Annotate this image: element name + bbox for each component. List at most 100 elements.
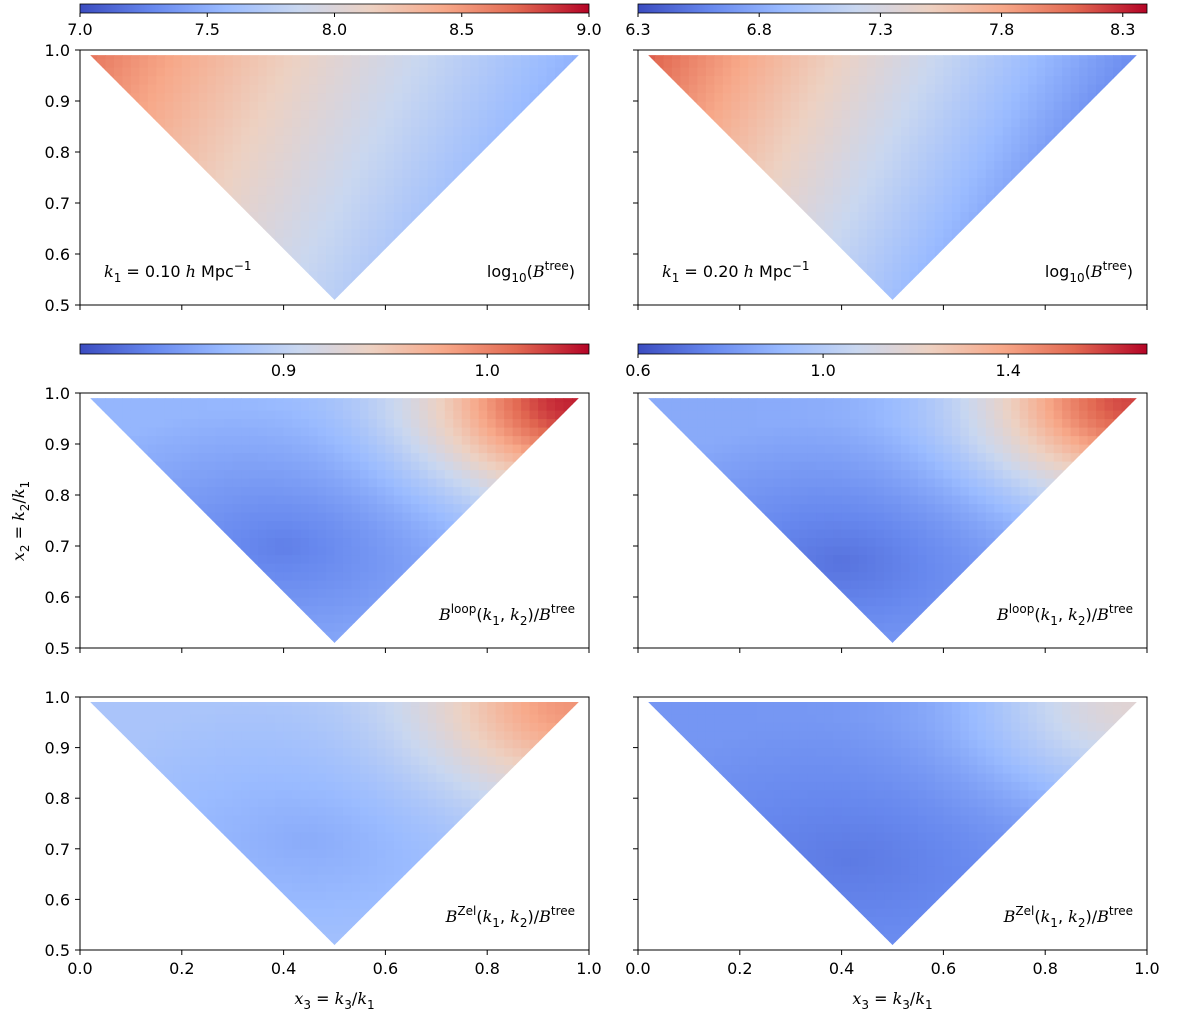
- heatmap-cell: [436, 546, 446, 556]
- heatmap-cell: [402, 563, 412, 573]
- heatmap-cell: [275, 563, 285, 573]
- heatmap-cell: [113, 495, 124, 505]
- heatmap-cell: [342, 529, 353, 539]
- heatmap-cell: [190, 478, 200, 488]
- heatmap-cell: [427, 211, 437, 221]
- heatmap-cell: [654, 220, 665, 230]
- heatmap-cell: [436, 254, 446, 264]
- heatmap-cell: [266, 101, 276, 111]
- heatmap-cell: [292, 55, 302, 60]
- heatmap-cell: [478, 101, 488, 111]
- heatmap-cell: [1096, 152, 1106, 162]
- heatmap-cell: [351, 55, 361, 60]
- heatmap-cell: [1019, 203, 1029, 213]
- heatmap-cell: [807, 101, 817, 111]
- heatmap-cell: [461, 271, 471, 281]
- heatmap-cell: [359, 571, 370, 581]
- heatmap-cell: [139, 563, 149, 573]
- heatmap-cell: [512, 228, 522, 238]
- heatmap-cell: [478, 135, 488, 145]
- heatmap-cell: [977, 177, 987, 187]
- heatmap-cell: [521, 160, 531, 170]
- heatmap-cell: [773, 118, 783, 128]
- heatmap-cell: [555, 279, 565, 289]
- heatmap-cell: [130, 461, 140, 471]
- heatmap-cell: [317, 418, 327, 428]
- heatmap-cell: [663, 55, 673, 60]
- heatmap-cell: [1130, 109, 1137, 119]
- heatmap-cell: [241, 211, 251, 221]
- heatmap-cell: [824, 271, 834, 281]
- heatmap-cell: [900, 118, 911, 128]
- heatmap-cell: [858, 203, 868, 213]
- heatmap-cell: [181, 622, 191, 632]
- heatmap-cell: [1053, 203, 1063, 213]
- heatmap-cell: [1045, 169, 1055, 179]
- heatmap-cell: [427, 126, 437, 136]
- heatmap-cell: [139, 503, 149, 513]
- heatmap-cell: [283, 537, 293, 547]
- heatmap-cell: [1002, 194, 1012, 204]
- heatmap-cell: [453, 588, 463, 598]
- heatmap-cell: [198, 512, 208, 522]
- heatmap-cell: [521, 194, 531, 204]
- heatmap-cell: [164, 631, 174, 641]
- heatmap-cell: [147, 169, 157, 179]
- heatmap-cell: [241, 469, 251, 479]
- heatmap-cell: [799, 143, 809, 153]
- heatmap-cell: [884, 279, 894, 289]
- heatmap-cell: [334, 398, 344, 403]
- heatmap-cell: [1096, 135, 1106, 145]
- heatmap-cell: [351, 279, 361, 289]
- heatmap-cell: [402, 186, 412, 196]
- heatmap-cell: [207, 58, 217, 68]
- heatmap-cell: [275, 254, 285, 264]
- heatmap-cell: [80, 572, 89, 581]
- heatmap-cell: [309, 254, 319, 264]
- heatmap-cell: [266, 55, 276, 60]
- heatmap-cell: [207, 398, 217, 403]
- heatmap-cell: [461, 254, 471, 264]
- heatmap-cell: [926, 279, 936, 289]
- heatmap-cell: [427, 495, 437, 505]
- heatmap-cell: [1036, 220, 1046, 230]
- heatmap-cell: [249, 614, 259, 624]
- heatmap-cell: [80, 186, 89, 195]
- heatmap-cell: [688, 92, 698, 102]
- heatmap-cell: [1104, 75, 1114, 85]
- heatmap-cell: [351, 245, 361, 255]
- heatmap-cell: [190, 177, 200, 187]
- heatmap-cell: [90, 245, 98, 255]
- heatmap-cell: [773, 203, 783, 213]
- heatmap-cell: [190, 211, 200, 221]
- heatmap-cell: [943, 55, 953, 60]
- heatmap-cell: [824, 194, 834, 204]
- heatmap-cell: [90, 169, 98, 179]
- heatmap-cell: [105, 622, 115, 632]
- heatmap-cell: [113, 126, 124, 136]
- heatmap-cell: [1121, 143, 1131, 153]
- heatmap-cell: [198, 211, 208, 221]
- heatmap-cell: [156, 486, 166, 496]
- heatmap-cell: [572, 186, 579, 196]
- heatmap-cell: [309, 435, 319, 445]
- heatmap-cell: [427, 262, 437, 272]
- heatmap-cell: [207, 631, 217, 641]
- heatmap-cell: [495, 228, 505, 238]
- heatmap-cell: [80, 220, 89, 229]
- heatmap-cell: [555, 92, 565, 102]
- heatmap-cell: [351, 288, 361, 298]
- heatmap-cell: [731, 126, 741, 136]
- heatmap-cell: [1121, 67, 1131, 77]
- heatmap-cell: [300, 444, 310, 454]
- heatmap-cell: [402, 58, 412, 68]
- heatmap-cell: [1002, 152, 1012, 162]
- heatmap-cell: [326, 75, 336, 85]
- heatmap-cell: [453, 109, 463, 119]
- heatmap-cell: [538, 126, 548, 136]
- heatmap-cell: [807, 211, 817, 221]
- heatmap-cell: [198, 520, 208, 530]
- heatmap-cell: [748, 237, 758, 247]
- heatmap-cell: [943, 296, 953, 300]
- heatmap-cell: [275, 444, 285, 454]
